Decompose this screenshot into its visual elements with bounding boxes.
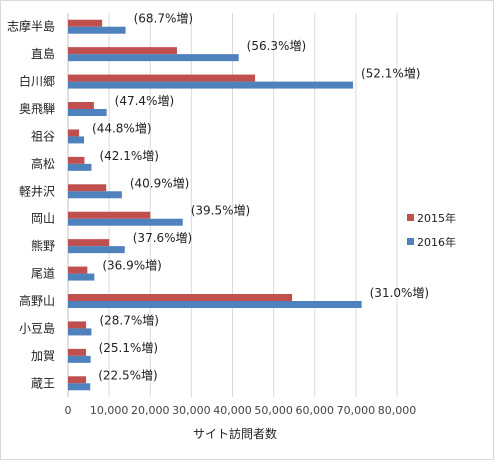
growth-annotation: (40.9%増) [130, 176, 190, 190]
category-label: 高松 [31, 156, 55, 171]
bar-2015 [68, 156, 85, 164]
bar-2016 [68, 355, 91, 363]
growth-annotation: (44.8%増) [92, 121, 152, 135]
x-tick-label: 10,000 [90, 404, 129, 417]
growth-annotation: (31.0%増) [370, 286, 430, 300]
legend-swatch [407, 214, 414, 221]
category-label: 加賀 [31, 349, 55, 363]
growth-annotation: (39.5%増) [191, 204, 251, 218]
category-label: 奥飛騨 [19, 101, 55, 116]
growth-annotation: (47.4%増) [115, 94, 175, 108]
bar-2015 [68, 266, 88, 274]
growth-annotation: (68.7%増) [134, 12, 194, 26]
bar-2016 [68, 163, 92, 171]
category-label: 小豆島 [19, 320, 55, 335]
growth-annotation: (25.1%増) [99, 341, 158, 355]
category-label: 蔵王 [31, 376, 55, 390]
category-label: 白川郷 [19, 74, 55, 89]
bar-2016 [68, 136, 85, 144]
category-label: 高野山 [19, 293, 55, 308]
bar-2016 [68, 328, 92, 336]
bar-2016 [68, 191, 122, 199]
x-tick-labels: 0 10,000 20,000 30,000 40,000 50,000 60,000 70,… [65, 404, 417, 417]
bar-2016 [68, 218, 183, 226]
bar-2016 [68, 81, 353, 89]
bar-2015 [68, 239, 110, 247]
category-label: 尾道 [31, 267, 55, 281]
bar-2015 [68, 294, 293, 301]
bar-2016 [68, 301, 362, 308]
x-tick-label: 20,000 [131, 404, 170, 417]
x-axis-label: サイト訪問者数 [193, 426, 277, 441]
x-tick-label: 0 [65, 404, 72, 417]
legend: 2015年 2016年 [407, 211, 456, 249]
bar-2015 [68, 47, 177, 55]
bar-2015 [68, 321, 87, 329]
category-label: 熊野 [31, 238, 55, 253]
growth-annotations: (68.7%増) (56.3%増) (52.1%増) (47.4%増) (44.8%増)… [92, 12, 429, 383]
x-tick-label: 50,000 [254, 404, 293, 417]
category-label: 軽井沢 [19, 184, 55, 198]
bar-2016 [68, 109, 107, 116]
bar-2015 [68, 211, 151, 219]
x-tick-label: 60,000 [296, 404, 335, 417]
legend-swatch [407, 238, 414, 245]
bars [68, 19, 362, 391]
x-tick-label: 40,000 [213, 404, 252, 417]
bar-2015 [68, 74, 256, 82]
legend-label: 2015年 [417, 211, 456, 225]
x-tick-label: 80,000 [378, 404, 417, 417]
bar-2016 [68, 54, 239, 62]
bar-2016 [68, 273, 95, 281]
category-label: 直島 [31, 46, 55, 61]
bar-2015 [68, 129, 80, 137]
x-tick-label: 30,000 [172, 404, 211, 417]
growth-annotation: (56.3%増) [247, 39, 307, 53]
x-tick-label: 70,000 [337, 404, 376, 417]
bar-2015 [68, 348, 87, 356]
bar-2016 [68, 246, 125, 254]
bar-2016 [68, 383, 91, 391]
growth-annotation: (22.5%増) [98, 368, 157, 382]
category-label: 岡山 [31, 212, 55, 226]
bar-2015 [68, 184, 107, 192]
growth-annotation: (28.7%増) [99, 313, 159, 327]
growth-annotation: (52.1%増) [361, 67, 421, 81]
category-label: 祖谷 [31, 128, 55, 143]
category-label: 志摩半島 [7, 19, 55, 34]
bar-2015 [68, 19, 103, 27]
growth-annotation: (36.9%増) [102, 259, 162, 273]
legend-label: 2016年 [417, 235, 456, 249]
growth-annotation: (37.6%増) [133, 231, 193, 245]
bar-2015 [68, 376, 87, 384]
growth-annotation: (42.1%増) [99, 149, 159, 163]
bar-2015 [68, 102, 94, 109]
bar-2016 [68, 26, 126, 34]
